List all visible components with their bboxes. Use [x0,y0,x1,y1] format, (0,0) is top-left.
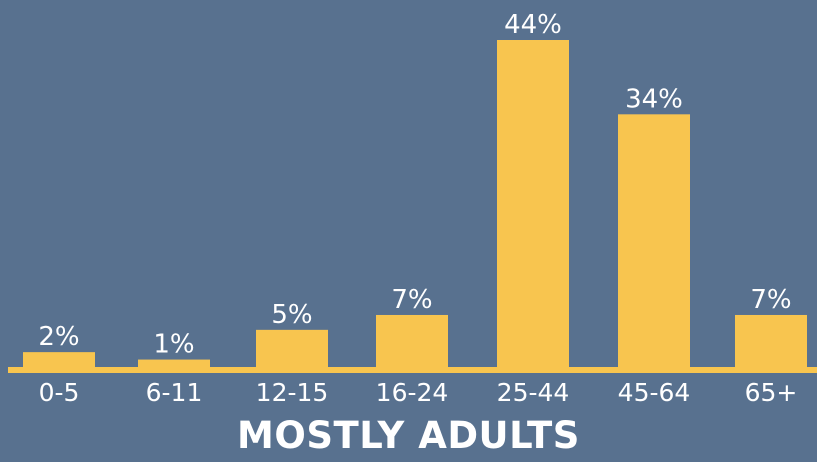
value-label-16-24: 7% [391,285,432,315]
bar-16-24 [376,314,448,367]
bar-25-44 [497,40,569,367]
chart-title: MOSTLY ADULTS [237,414,580,457]
bar-6-11 [138,359,210,367]
value-label-65+: 7% [750,285,791,315]
bar-65+ [735,314,807,367]
bar-45-64 [618,114,690,368]
x-tick-label-16-24: 16-24 [376,378,449,407]
value-label-25-44: 44% [504,10,562,40]
bars-group [23,40,807,368]
x-tick-label-25-44: 25-44 [497,378,570,407]
x-tick-label-65+: 65+ [745,378,798,407]
x-tick-label-0-5: 0-5 [39,378,80,407]
x-tick-label-45-64: 45-64 [618,378,691,407]
x-tick-labels-group: 0-5 6-11 12-15 16-24 25-44 45-64 65+ [39,378,798,407]
value-labels-group: 2% 1% 5% 7% 44% 34% 7% [38,10,791,360]
x-tick-label-6-11: 6-11 [146,378,203,407]
bar-0-5 [23,352,95,367]
value-label-6-11: 1% [153,330,194,360]
bar-12-15 [256,329,328,367]
x-tick-label-12-15: 12-15 [256,378,329,407]
value-label-45-64: 34% [625,84,683,114]
value-label-12-15: 5% [271,300,312,330]
value-label-0-5: 2% [38,322,79,352]
